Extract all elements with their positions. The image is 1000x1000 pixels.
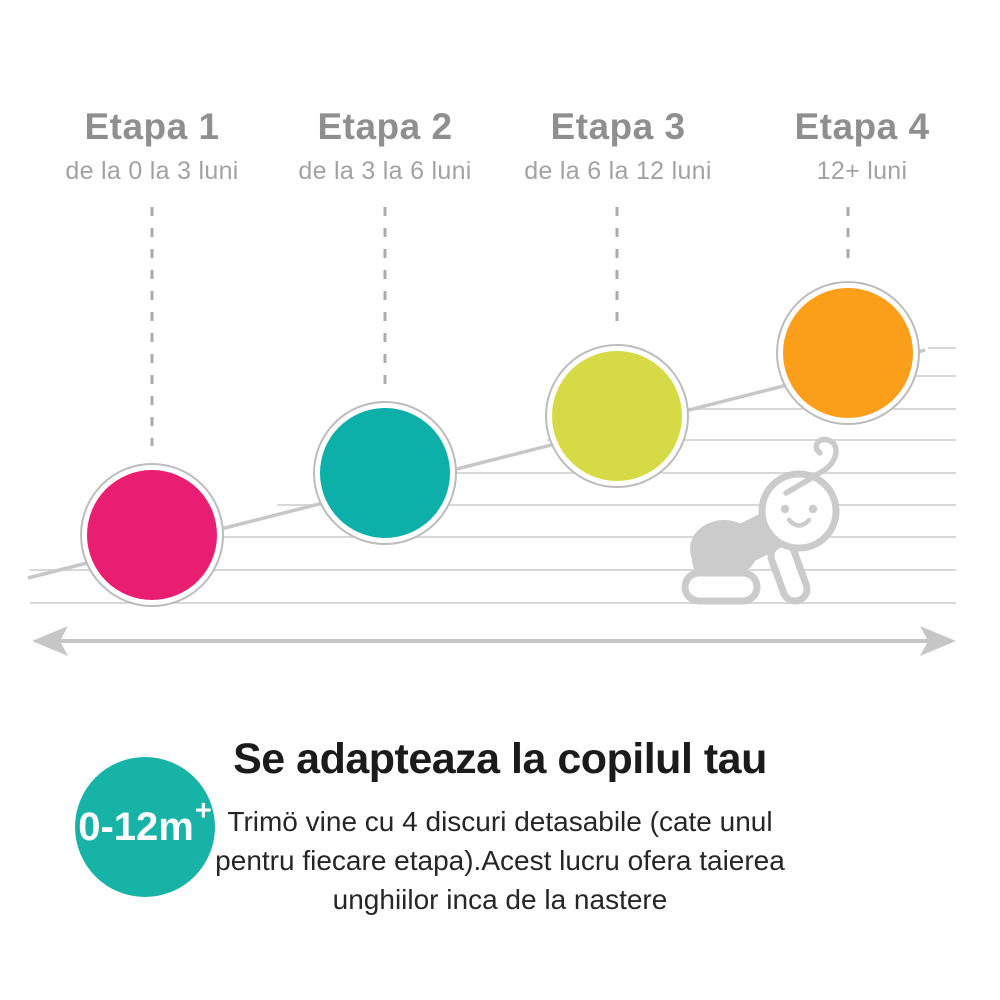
stage-2-disc [313,401,457,545]
section-paragraph: Trimö vine cu 4 discuri detasabile (cate… [0,802,1000,919]
paragraph-line-1: Trimö vine cu 4 discuri detasabile (cate… [227,806,773,837]
crawling-baby-icon [681,436,840,605]
section-heading: Se adapteaza la copilul tau [233,735,767,783]
stage-1-disc [80,463,224,607]
double-headed-arrow-icon [32,626,956,656]
stage-4-disc [776,281,920,425]
age-range-badge: 0-12m + [75,757,215,897]
stage-2-title: Etapa 2 [317,106,453,147]
stage-3-disc [545,344,689,488]
stage-3-header: Etapa 3 de la 6 la 12 luni [488,106,748,186]
stage-2-header: Etapa 2 de la 3 la 6 luni [255,106,515,186]
paragraph-line-3: unghiilor inca de la nastere [332,884,668,915]
stage-3-title: Etapa 3 [550,106,686,147]
paragraph-line-2: pentru fiecare etapa).Acest lucru ofera … [215,845,785,876]
stage-4-title: Etapa 4 [794,106,930,147]
stage-1-subtitle: de la 0 la 3 luni [65,157,239,185]
stage-4-header: Etapa 4 12+ luni [732,106,992,186]
stage-1-header: Etapa 1 de la 0 la 3 luni [22,106,282,186]
stage-1-title: Etapa 1 [84,106,220,147]
stage-connector-lines [150,207,850,446]
age-range-text: 0-12m [78,804,194,849]
stage-2-subtitle: de la 3 la 6 luni [298,157,472,185]
stage-4-subtitle: 12+ luni [816,157,908,185]
stage-3-subtitle: de la 6 la 12 luni [524,157,712,185]
age-range-plus: + [194,794,212,827]
